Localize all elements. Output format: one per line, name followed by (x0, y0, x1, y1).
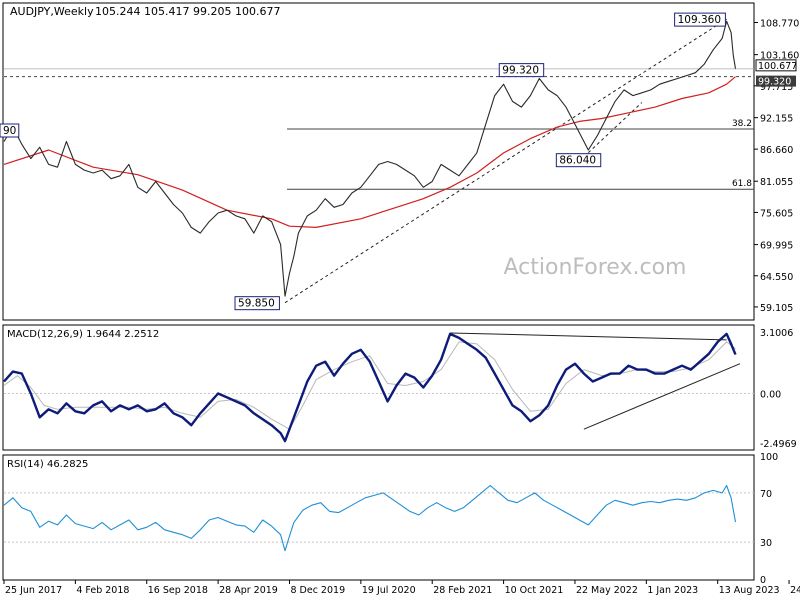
current-price-tag: 100.677 (758, 61, 797, 72)
price-line (3, 20, 737, 297)
x-tick-label-11: 24 Mar 2024 (790, 585, 800, 596)
macd-ytick-label-1: 0.00 (760, 389, 781, 400)
annotation-1: 99.320 (502, 65, 539, 77)
x-tick-label-8: 22 May 2022 (576, 585, 638, 596)
macd-trend-lower (583, 363, 741, 430)
level-tag: 99.320 (758, 77, 791, 88)
price-ytick-label-5: 81.055 (760, 177, 793, 188)
price-ytick-label-4: 86.660 (760, 145, 793, 156)
macd-ytick-label-0: 3.1006 (760, 328, 793, 339)
x-tick-label-6: 28 Feb 2021 (433, 585, 492, 596)
price-panel-ohlc: 105.244 105.417 99.205 100.677 (95, 5, 280, 18)
macd-layer: 3.1006 0.00 -2.4969 (3, 328, 797, 450)
x-tick-label-5: 19 Jul 2020 (362, 585, 416, 596)
fib-label-2: 61.8 (732, 179, 752, 189)
level-tag-box (756, 75, 796, 87)
annotation-1-box (498, 63, 545, 78)
annotation-2: 86.040 (559, 155, 596, 167)
fib-label-1: 38.2 (732, 119, 752, 129)
x-tick-label-10: 13 Aug 2023 (719, 585, 780, 596)
macd-panel-frame (2, 324, 755, 451)
macd-ytick-label-2: -2.4969 (760, 439, 797, 450)
macd-trend-upper (450, 332, 727, 341)
x-tick-label-4: 8 Dec 2019 (290, 585, 345, 596)
price-ytick-label-9: 59.105 (760, 303, 793, 314)
rsi-panel-frame (2, 454, 755, 581)
x-tick-label-1: 4 Feb 2018 (76, 585, 129, 596)
rsi-panel-title: RSI(14) 46.2825 (7, 459, 88, 470)
macd-panel-title: MACD(12,26,9) 1.9644 2.2512 (7, 329, 159, 340)
x-tick-label-7: 10 Oct 2021 (505, 585, 564, 596)
rsi-ytick-label-2: 30 (760, 538, 772, 549)
price-ytick-label-6: 75.605 (760, 208, 793, 219)
current-price-tag-box (755, 59, 797, 72)
annotation-2-box (555, 153, 602, 168)
x-tick-label-9: 1 Jan 2023 (647, 585, 698, 596)
annotation-3-box (674, 12, 726, 27)
price-ytick-label-8: 64.550 (760, 272, 793, 283)
annotation-0-box (234, 296, 280, 311)
rsi-ytick-label-1: 70 (760, 489, 772, 500)
rsi-line (3, 484, 737, 552)
watermark: ActionForex.com (504, 255, 687, 280)
annotation-4-box (0, 123, 20, 138)
price-ytick-label-0: 108.770 (760, 18, 799, 29)
price-panel-title: AUDJPY,Weekly (10, 5, 94, 18)
price-panel-frame (2, 2, 755, 321)
price-ytick-label-1: 103.160 (760, 51, 799, 62)
price-ytick-label-2: 97.715 (760, 82, 793, 93)
axis-layer: 25 Jun 2017 4 Feb 2018 16 Sep 2018 28 Apr 2… (3, 580, 800, 596)
rsi-layer: 100 70 30 0 (3, 452, 778, 586)
x-tick-label-0: 25 Jun 2017 (5, 585, 62, 596)
annotation-4: 90 (3, 125, 16, 137)
annotation-0: 59.850 (238, 298, 275, 310)
moving-average-line (3, 76, 736, 228)
macd-line (3, 332, 737, 443)
x-tick-label-3: 28 Apr 2019 (219, 585, 278, 596)
price-ytick-label-3: 92.155 (760, 114, 793, 125)
rsi-ytick-label-0: 100 (760, 452, 778, 463)
rsi-ytick-label-3: 0 (760, 575, 766, 586)
price-ytick-label-7: 69.995 (760, 241, 793, 252)
trendline-channel (587, 102, 643, 154)
annotation-3: 109.360 (678, 14, 721, 26)
x-tick-label-2: 16 Sep 2018 (148, 585, 208, 596)
price-layer: 108.770 103.160 97.715 92.155 86.660 81.055 75… (0, 12, 799, 314)
